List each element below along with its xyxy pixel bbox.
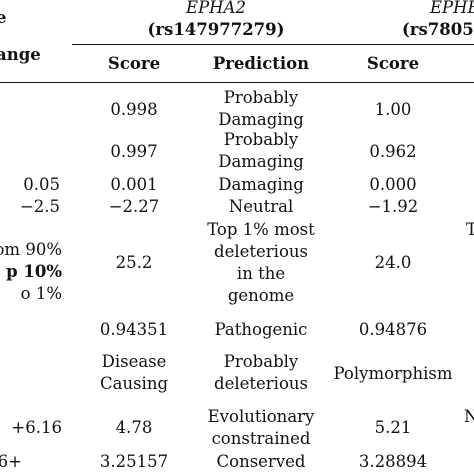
- prediction-cell-line: Conserved: [216, 452, 306, 471]
- prediction-cell-line: Neutral: [228, 197, 294, 216]
- prediction-cell-line: deleterious: [214, 242, 308, 261]
- prediction-cell-line: genome: [227, 286, 295, 305]
- range-cell-fragment: +6.16: [11, 418, 62, 437]
- rsid-epha2-header: (rs147977279): [147, 20, 285, 39]
- prediction-cell-line: Top 1% most: [207, 220, 315, 239]
- score-cell-ephb: 0.94876: [358, 320, 428, 339]
- score-cell-ephb: 24.0: [374, 253, 412, 272]
- score-header-ephb: Score: [366, 54, 420, 73]
- prediction-cell-line: constrained: [211, 429, 311, 448]
- score-cell-ephb: 5.21: [374, 418, 412, 437]
- score-cell-ephb: 1.00: [374, 100, 412, 119]
- range-cell-fragment: p 10%: [6, 262, 62, 281]
- prediction-cell-line: Evolutionary: [207, 407, 315, 426]
- right-cut-fragment: N: [464, 407, 474, 426]
- range-cell-fragment: o 1%: [20, 284, 62, 303]
- header-rule: [0, 82, 474, 83]
- score-cell-ephb: 0.000: [369, 175, 417, 194]
- score-cell: 25.2: [115, 253, 153, 272]
- score-cell: −2.27: [108, 197, 160, 216]
- range-cell-fragment: 6+: [0, 452, 22, 471]
- range-header-fragment: ange: [0, 45, 41, 64]
- score-header: Score: [107, 54, 161, 73]
- score-cell: 4.78: [115, 418, 153, 437]
- prediction-cell-line: Pathogenic: [214, 320, 308, 339]
- score-cell: 0.001: [110, 175, 158, 194]
- score-cell-ephb: Polymorphism: [333, 364, 453, 383]
- rsid-ephb-header: (rs780569: [402, 20, 474, 39]
- score-cell: 0.998: [110, 100, 158, 119]
- score-cell: 0.94351: [99, 320, 169, 339]
- right-cut-fragment: T: [466, 220, 474, 239]
- prediction-cell-line: Probably: [223, 130, 299, 149]
- prediction-cell-line: Damaging: [218, 110, 304, 129]
- prediction-cell-line: Damaging: [218, 175, 304, 194]
- prediction-cell-line: Damaging: [218, 152, 304, 171]
- score-cell: 3.25157: [99, 452, 169, 471]
- gene-ephb-header: EPHB: [430, 0, 474, 17]
- gene-epha2-header: EPHA2: [186, 0, 246, 17]
- range-header-fragment-top: e: [0, 8, 7, 27]
- prediction-cell-line: deleterious: [214, 374, 308, 393]
- range-cell-fragment: om 90%: [0, 240, 62, 259]
- score-cell-ephb: 3.28894: [358, 452, 428, 471]
- score-cell-ephb: −1.92: [367, 197, 419, 216]
- score-cell-ephb: 0.962: [369, 142, 417, 161]
- prediction-cell-line: Probably: [223, 88, 299, 107]
- prediction-cell-line: in the: [236, 264, 286, 283]
- prediction-header: Prediction: [212, 54, 310, 73]
- score-cell: 0.997: [110, 142, 158, 161]
- score-cell-line: Causing: [99, 374, 169, 393]
- score-cell-line: Disease: [101, 352, 167, 371]
- header-group-rule: [72, 44, 474, 45]
- range-cell-fragment: 0.05: [23, 175, 60, 194]
- range-cell-fragment: −2.5: [19, 197, 60, 216]
- prediction-cell-line: Probably: [223, 352, 299, 371]
